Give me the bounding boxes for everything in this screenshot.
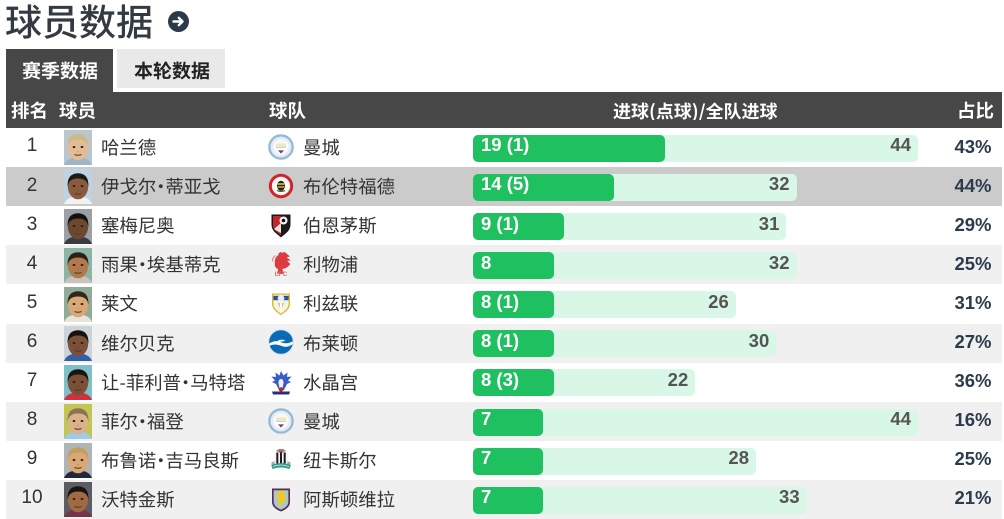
svg-text:LFC: LFC xyxy=(274,271,287,277)
